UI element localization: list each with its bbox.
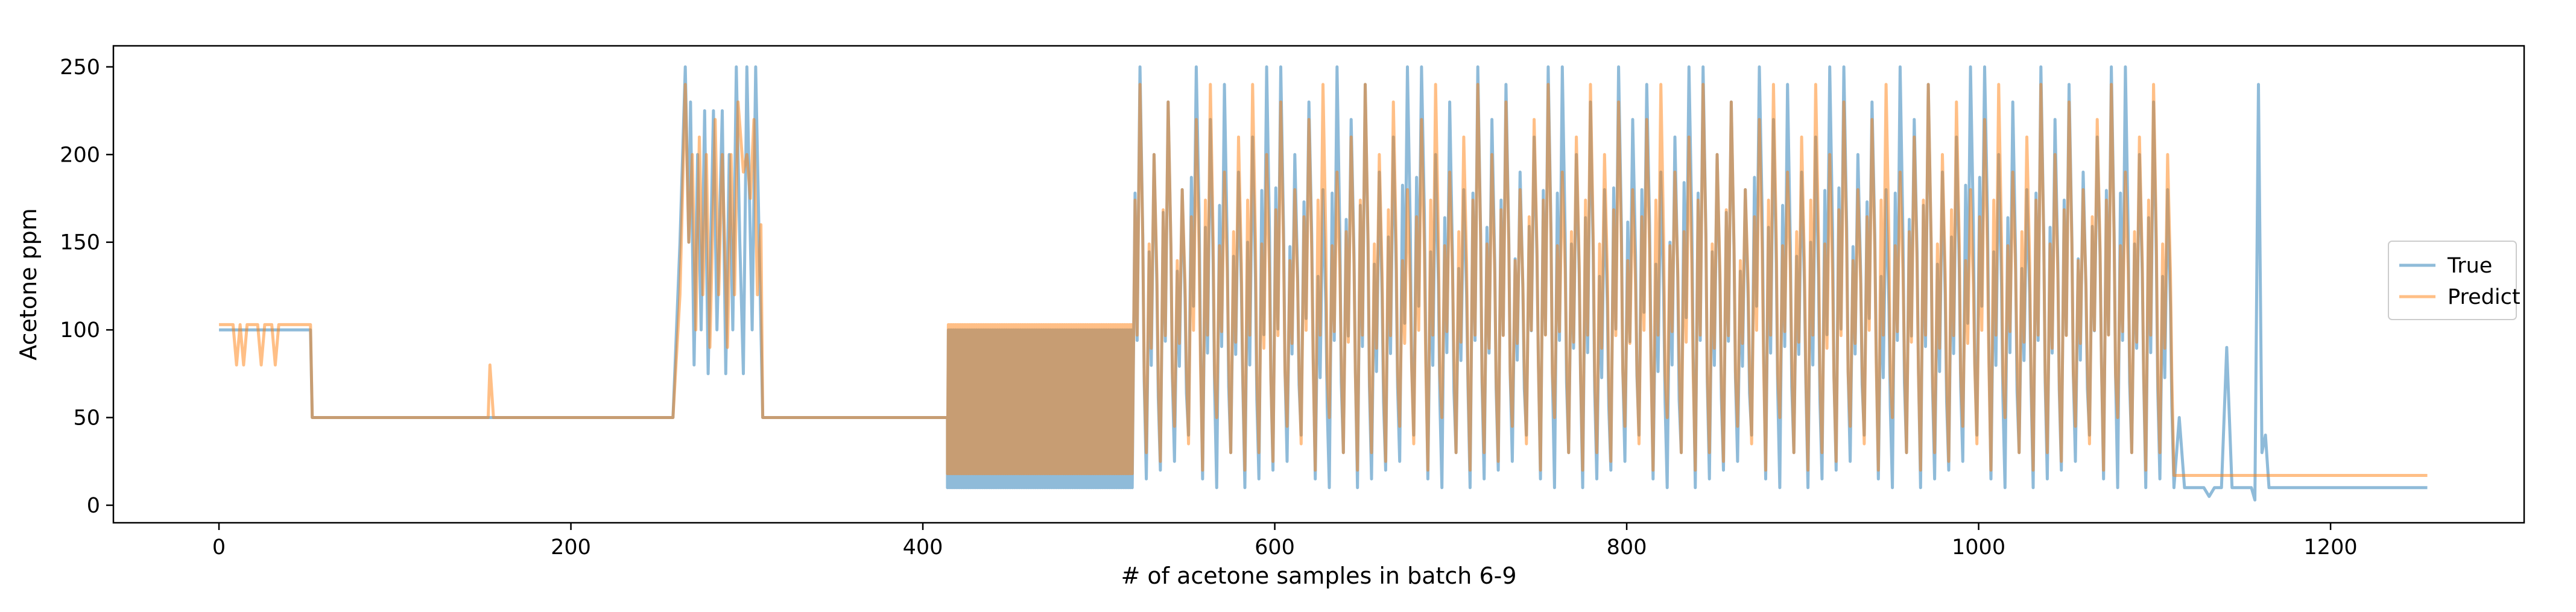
x-tick-label: 1000 (1952, 535, 2005, 560)
x-axis-title: # of acetone samples in batch 6-9 (1121, 563, 1516, 589)
y-tick-label: 50 (73, 406, 100, 431)
ticks-layer: 0 200 400 600 800 1000 1200 0 50 100 150 200 250 (60, 55, 2357, 560)
y-tick-label: 250 (60, 55, 100, 80)
x-tick-label: 1200 (2304, 535, 2358, 560)
x-tick-label: 600 (1255, 535, 1295, 560)
x-tick-label: 400 (903, 535, 943, 560)
plot-frame (112, 45, 2525, 524)
x-tick-label: 0 (212, 535, 226, 560)
y-tick-label: 200 (60, 143, 100, 167)
y-tick-label: 150 (60, 231, 100, 255)
y-axis-title: Acetone ppm (15, 208, 42, 361)
x-tick-label: 800 (1607, 535, 1647, 560)
y-tick-label: 100 (60, 318, 100, 342)
legend: True Predict (2388, 241, 2521, 320)
legend-box (2388, 241, 2517, 320)
legend-label-true: True (2447, 254, 2492, 278)
x-tick-label: 200 (551, 535, 591, 560)
y-tick-label: 0 (87, 494, 100, 518)
series-line-predict (219, 83, 2428, 477)
series-layer (219, 65, 2428, 502)
legend-label-predict: Predict (2448, 285, 2521, 309)
